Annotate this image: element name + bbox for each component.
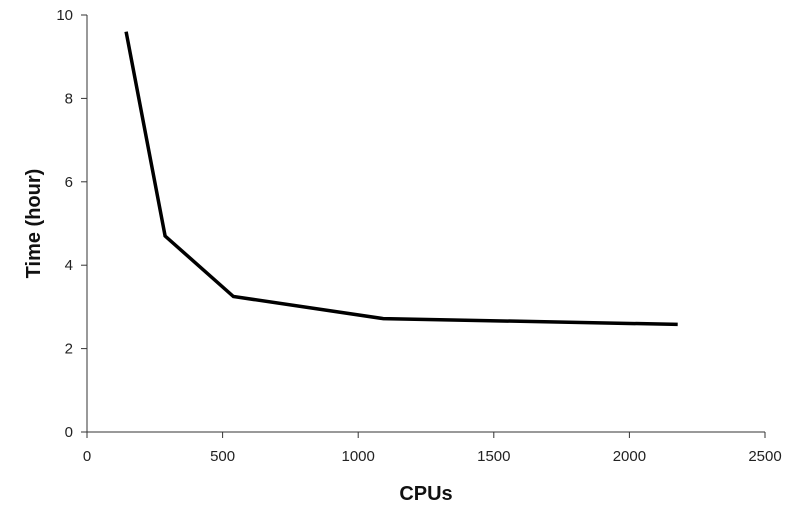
axes (86, 15, 765, 433)
y-tick-label: 4 (65, 257, 73, 274)
x-tick-label: 1500 (477, 448, 510, 465)
x-tick-label: 0 (83, 448, 91, 465)
y-axis-ticks: 0 2 4 6 8 10 (56, 7, 87, 441)
x-tick-label: 500 (210, 448, 235, 465)
x-axis-title: CPUs (399, 483, 452, 505)
y-tick-label: 0 (65, 424, 73, 441)
series-layer (124, 31, 678, 327)
x-axis-ticks: 0 500 1000 1500 2000 2500 (83, 432, 782, 465)
x-tick-label: 1000 (342, 448, 375, 465)
series-line (124, 31, 678, 327)
y-tick-label: 2 (65, 341, 73, 358)
y-tick-label: 10 (56, 7, 73, 24)
y-tick-label: 6 (65, 174, 73, 191)
y-tick-label: 8 (65, 90, 73, 107)
x-tick-label: 2500 (748, 448, 781, 465)
x-tick-label: 2000 (613, 448, 646, 465)
y-axis-title: Time (hour) (23, 169, 45, 279)
